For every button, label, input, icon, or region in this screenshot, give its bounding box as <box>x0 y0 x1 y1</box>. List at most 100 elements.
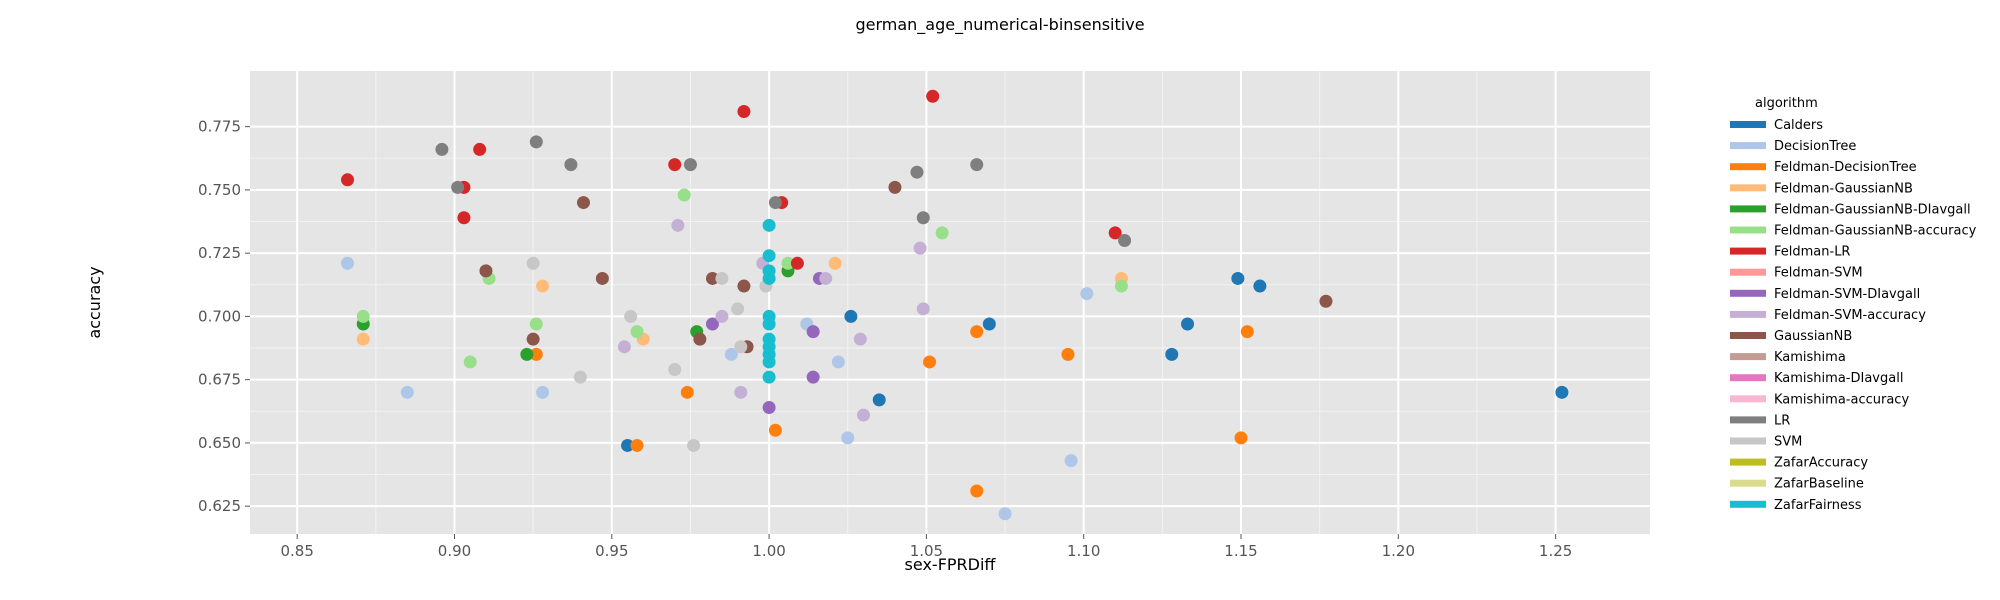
data-point <box>520 347 534 361</box>
data-point <box>734 340 748 354</box>
data-point <box>576 196 590 210</box>
data-point <box>1165 347 1179 361</box>
data-point <box>1061 347 1075 361</box>
y-tick-label: 0.650 <box>198 434 241 452</box>
data-point <box>536 385 550 399</box>
data-point <box>536 279 550 293</box>
y-tick-label: 0.750 <box>198 181 241 199</box>
legend-label: Calders <box>1774 118 1823 133</box>
legend-swatch <box>1730 458 1766 466</box>
legend: algorithm Calders DecisionTree Feldman-Dec… <box>1730 96 1977 513</box>
data-point <box>828 256 842 270</box>
data-point <box>762 317 776 331</box>
data-point <box>872 393 886 407</box>
data-point <box>1231 271 1245 285</box>
y-tick-label: 0.725 <box>198 244 241 262</box>
data-point <box>451 180 465 194</box>
data-point <box>564 158 578 172</box>
data-point <box>1555 385 1569 399</box>
data-point <box>1319 294 1333 308</box>
data-point <box>737 279 751 293</box>
legend-label: Feldman-SVM-accuracy <box>1774 308 1926 323</box>
data-point <box>916 302 930 316</box>
legend-swatch <box>1730 226 1766 234</box>
legend-swatch <box>1730 395 1766 403</box>
data-point <box>913 241 927 255</box>
legend-label: Feldman-GaussianNB <box>1774 181 1913 196</box>
data-point <box>630 325 644 339</box>
legend-label: DecisionTree <box>1774 139 1856 154</box>
data-point <box>1064 454 1078 468</box>
y-tick-label: 0.700 <box>198 307 241 325</box>
legend-swatch <box>1730 247 1766 255</box>
x-tick-label: 0.85 <box>280 542 313 560</box>
data-point <box>705 271 719 285</box>
data-point <box>680 385 694 399</box>
data-point <box>356 332 370 346</box>
data-point <box>356 309 370 323</box>
data-point <box>668 158 682 172</box>
x-tick-label: 1.05 <box>910 542 943 560</box>
grid-lines <box>250 71 1650 534</box>
y-tick-label: 0.775 <box>198 118 241 136</box>
legend-label: GaussianNB <box>1774 329 1852 344</box>
data-points <box>341 89 1569 521</box>
legend-label: Feldman-GaussianNB-DIavgall <box>1774 202 1971 217</box>
data-point <box>762 370 776 384</box>
legend-swatch <box>1730 184 1766 192</box>
legend-label: Feldman-GaussianNB-accuracy <box>1774 224 1977 239</box>
legend-label: ZafarAccuracy <box>1774 456 1868 471</box>
data-point <box>762 271 776 285</box>
data-point <box>916 211 930 225</box>
data-point <box>1108 226 1122 240</box>
legend-swatch <box>1730 310 1766 318</box>
legend-label: Feldman-DecisionTree <box>1774 160 1917 175</box>
data-point <box>715 271 729 285</box>
data-point <box>970 325 984 339</box>
legend-title: algorithm <box>1755 96 1818 111</box>
legend-label: Kamishima <box>1774 350 1846 365</box>
data-point <box>731 302 745 316</box>
legend-label: SVM <box>1774 435 1802 450</box>
legend-swatch <box>1730 205 1766 213</box>
data-point <box>844 309 858 323</box>
data-point <box>1253 279 1267 293</box>
data-point <box>1240 325 1254 339</box>
y-axis-title: accuracy <box>85 266 104 338</box>
data-point <box>970 158 984 172</box>
legend-swatch <box>1730 121 1766 128</box>
data-point <box>923 355 937 369</box>
data-point <box>463 355 477 369</box>
legend-swatch <box>1730 416 1766 424</box>
data-point <box>526 332 540 346</box>
y-axis-ticks: 0.625 0.650 0.675 0.700 0.725 0.750 0.775 <box>198 118 250 515</box>
x-tick-label: 1.00 <box>752 542 785 560</box>
legend-swatch <box>1730 374 1766 382</box>
x-tick-label: 1.15 <box>1224 542 1257 560</box>
data-point <box>998 507 1012 521</box>
data-point <box>526 256 540 270</box>
legend-swatch <box>1730 437 1766 445</box>
legend-label: Feldman-SVM-DIavgall <box>1774 287 1920 302</box>
data-point <box>341 256 355 270</box>
data-point <box>677 188 691 202</box>
data-point <box>762 355 776 369</box>
data-point <box>982 317 996 331</box>
legend-label: Kamishima-DIavgall <box>1774 371 1903 386</box>
legend-label: Feldman-LR <box>1774 245 1850 260</box>
legend-swatch <box>1730 289 1766 297</box>
data-point <box>621 438 635 452</box>
data-point <box>693 332 707 346</box>
data-point <box>573 370 587 384</box>
plot-panel <box>250 71 1650 534</box>
x-tick-label: 1.25 <box>1539 542 1572 560</box>
y-tick-label: 0.675 <box>198 371 241 389</box>
data-point <box>473 142 487 156</box>
legend-swatch <box>1730 500 1766 508</box>
data-point <box>341 173 355 187</box>
data-point <box>529 317 543 331</box>
data-point <box>1114 279 1128 293</box>
data-point <box>768 423 782 437</box>
legend-swatch <box>1730 479 1766 487</box>
